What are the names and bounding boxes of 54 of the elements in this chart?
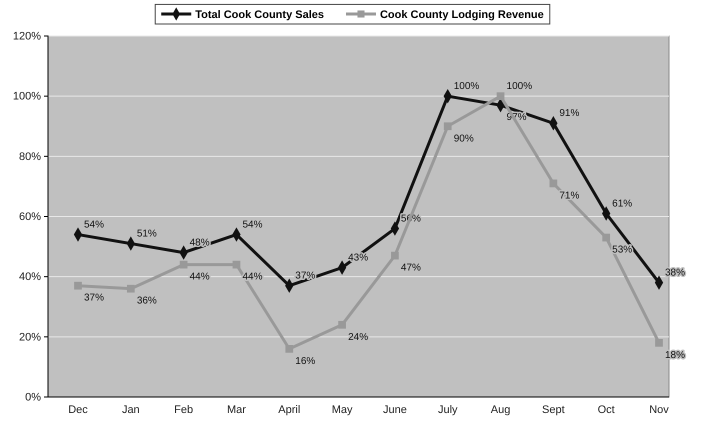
- y-tick-label: 0%: [25, 392, 42, 404]
- point: [285, 344, 294, 353]
- data-label: 53%: [612, 244, 632, 256]
- data-label: 54%: [84, 220, 104, 231]
- x-tick-label: Mar: [226, 404, 246, 416]
- data-label: 16%: [295, 356, 316, 367]
- point: [444, 122, 452, 130]
- data-label: 37%: [295, 270, 316, 282]
- x-tick-label: May: [332, 404, 353, 416]
- y-tick-label: 120%: [12, 30, 42, 43]
- point: [391, 252, 399, 260]
- x-tick-label: Dec: [68, 404, 88, 416]
- point: [549, 180, 558, 188]
- data-label: 44%: [242, 272, 263, 283]
- x-tick-label: April: [278, 404, 300, 416]
- data-label: 38%: [665, 268, 686, 279]
- y-tick-label: 60%: [18, 211, 42, 224]
- y-tick-label: 100%: [12, 90, 42, 103]
- data-label: 44%: [190, 272, 210, 283]
- data-label: 91%: [559, 108, 580, 120]
- point: [180, 260, 188, 269]
- point: [338, 320, 346, 329]
- data-label: 100%: [454, 81, 480, 92]
- x-tick-label: Sept: [542, 404, 565, 416]
- x-tick-label: Aug: [490, 404, 510, 416]
- x-tick-label: Feb: [174, 404, 194, 416]
- legend-label: Total Cook County Sales: [195, 9, 324, 21]
- data-label: 24%: [348, 332, 368, 343]
- data-label: 47%: [400, 262, 422, 274]
- data-label: 51%: [136, 228, 157, 240]
- data-label: 61%: [612, 198, 632, 210]
- legend-label: Cook County Lodging Revenue: [380, 9, 544, 21]
- x-tick-label: July: [438, 404, 458, 416]
- y-tick-label: 80%: [18, 150, 42, 163]
- point: [655, 338, 663, 347]
- data-label: 37%: [84, 292, 104, 304]
- data-label: 54%: [242, 220, 263, 231]
- data-label: 71%: [559, 190, 580, 202]
- x-tick-label: Oct: [598, 404, 615, 416]
- data-label: 36%: [136, 296, 157, 307]
- x-tick-label: June: [382, 404, 407, 416]
- data-label: 100%: [506, 81, 532, 92]
- point: [496, 92, 504, 100]
- point: [602, 234, 610, 242]
- y-tick-label: 40%: [18, 271, 42, 284]
- data-label: 48%: [190, 238, 210, 249]
- x-tick-label: Nov: [649, 404, 670, 416]
- point: [232, 260, 240, 269]
- y-tick-label: 20%: [18, 331, 42, 344]
- point: [74, 282, 82, 290]
- data-label: 90%: [454, 133, 474, 144]
- point: [126, 284, 135, 293]
- x-tick-label: Jan: [122, 404, 140, 416]
- data-label: 18%: [665, 350, 686, 361]
